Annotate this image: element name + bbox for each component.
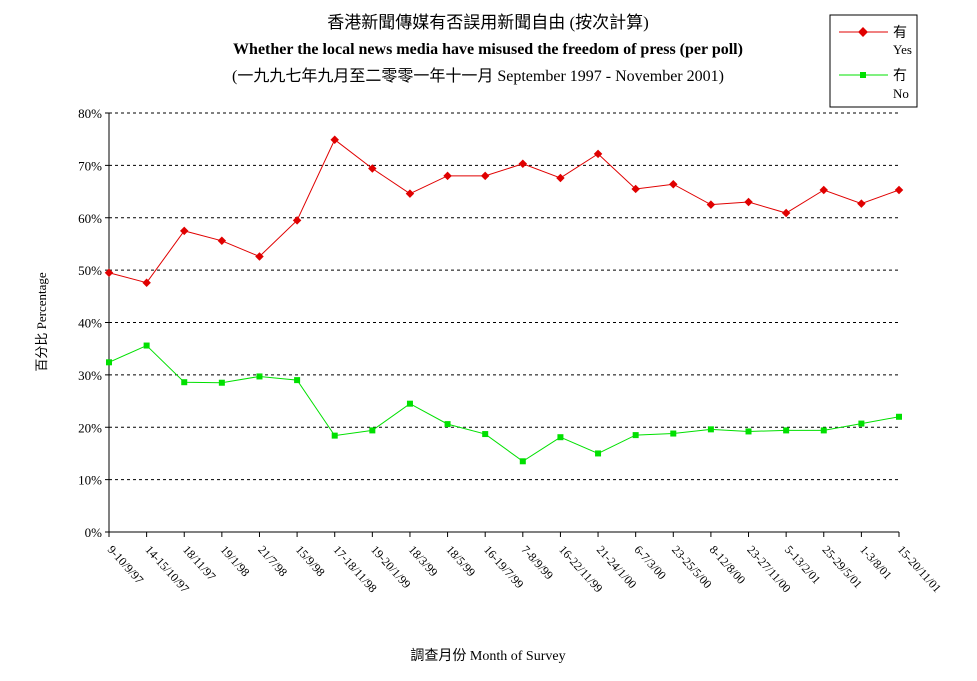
plot-area (109, 113, 899, 532)
y-tick-label: 20% (78, 420, 102, 435)
data-point (368, 164, 377, 173)
y-tick-label: 50% (78, 263, 102, 278)
legend-entry-yes: 有 Yes (839, 25, 912, 57)
data-point (820, 427, 827, 434)
data-point (894, 185, 904, 195)
data-point (707, 426, 714, 433)
title-group: 香港新聞傳媒有否誤用新聞自由 (按次計算) Whether the local … (232, 13, 743, 85)
axes (108, 113, 899, 533)
data-point (104, 268, 114, 277)
y-tick-label: 30% (78, 368, 102, 383)
data-point (256, 373, 263, 380)
y-tick-label: 80% (78, 106, 102, 121)
series-line (108, 344, 900, 462)
data-point (330, 135, 339, 144)
data-point (106, 359, 112, 366)
data-point (142, 278, 151, 287)
x-tick-label: 15/9/98 (293, 543, 328, 580)
legend-yes-label: 有 (893, 25, 907, 41)
data-point (181, 379, 188, 386)
data-point (406, 400, 413, 407)
y-tick-label: 60% (78, 211, 102, 226)
data-point (179, 226, 189, 236)
data-point (294, 377, 301, 384)
data-point (519, 458, 526, 465)
data-point (518, 159, 528, 169)
gridlines (109, 112, 899, 481)
legend-no-label: 冇 (893, 68, 907, 84)
x-tick-label: 19/1/98 (218, 543, 253, 580)
series-yes (104, 135, 904, 287)
data-point (331, 432, 338, 439)
y-axis-label: 百分比 Percentage (34, 272, 49, 372)
data-point (369, 427, 376, 434)
legend: 有 Yes 冇 No (829, 14, 918, 108)
data-point (783, 427, 790, 434)
data-point (443, 171, 452, 181)
data-point (857, 199, 866, 208)
x-tick-label: 6-7/3/00 (631, 543, 669, 583)
legend-no-label-en: No (893, 86, 909, 101)
x-tick-label: 7-8/9/99 (519, 543, 557, 583)
data-point (744, 197, 753, 207)
y-tick-label: 40% (78, 316, 102, 331)
data-point (745, 428, 752, 435)
chart-subtitle-date-range: (一九九七年九月至二零零一年十一月 September 1997 - Novem… (232, 67, 724, 85)
legend-no-marker (860, 72, 866, 78)
data-point (255, 252, 264, 261)
data-point (217, 236, 227, 246)
legend-box (829, 14, 918, 108)
y-tick-labels: 0% 10% 20% 30% 40% 50% 60% 70% 80% (78, 106, 109, 540)
data-point (595, 450, 602, 457)
data-point (292, 216, 302, 225)
data-point (781, 208, 791, 218)
data-point (706, 200, 716, 209)
data-point (482, 431, 489, 438)
series-no (106, 342, 902, 465)
data-point (556, 173, 565, 183)
x-tick-label: 18/5/99 (443, 543, 478, 580)
data-point (669, 179, 678, 189)
data-point (858, 420, 865, 427)
y-tick-label: 10% (78, 473, 102, 488)
data-point (896, 413, 902, 420)
data-point (405, 189, 415, 198)
y-tick-label: 0% (85, 525, 103, 540)
data-point (632, 432, 639, 439)
x-tick-label: 15-20/11/01 (895, 543, 944, 596)
chart-subtitle: Whether the local news media have misuse… (233, 41, 743, 58)
data-point (670, 430, 677, 437)
x-tick-label: 1-3/8/01 (857, 543, 895, 583)
legend-entry-no: 冇 No (839, 68, 909, 101)
y-tick-label: 70% (78, 158, 102, 173)
data-point (819, 185, 829, 195)
data-point (557, 434, 564, 441)
data-point (218, 379, 225, 386)
chart-title: 香港新聞傳媒有否誤用新聞自由 (按次計算) (327, 13, 649, 32)
plot-background (109, 113, 899, 532)
series-layer (104, 135, 904, 465)
x-axis-label: 調查月份 Month of Survey (410, 648, 565, 664)
x-tick-label: 18/3/99 (406, 543, 441, 580)
legend-yes-marker (858, 27, 868, 37)
x-tick-label: 9-10/9/97 (105, 543, 147, 587)
data-point (444, 421, 451, 428)
data-point (480, 171, 490, 181)
data-point (143, 342, 150, 349)
x-tick-label: 18/11/97 (180, 543, 219, 584)
x-tick-label: 21/7/98 (255, 543, 290, 580)
series-line (108, 138, 900, 284)
legend-yes-label-en: Yes (893, 42, 912, 57)
